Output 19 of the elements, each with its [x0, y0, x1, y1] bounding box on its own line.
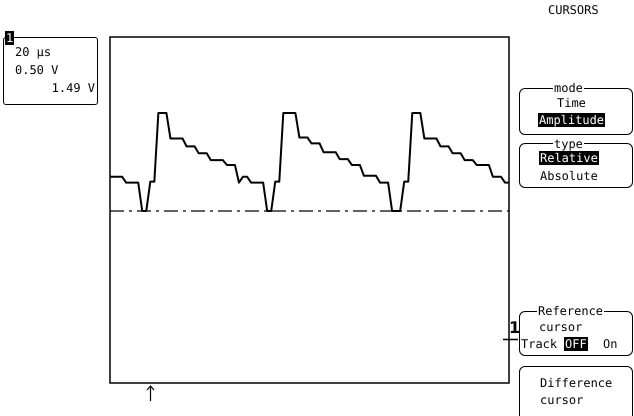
text: 20 µs — [15, 45, 52, 59]
text: Amplitude — [538, 113, 606, 127]
text: Time — [557, 96, 586, 110]
text: mode — [553, 81, 584, 95]
text: Difference — [540, 376, 612, 390]
text: Track — [521, 337, 558, 351]
text: 0.50 V — [15, 63, 58, 77]
text: OFF — [564, 337, 588, 351]
text: type — [553, 137, 584, 151]
text: Reference — [537, 304, 604, 318]
text: Absolute — [540, 169, 598, 183]
text: On — [603, 337, 618, 351]
text: Relative — [539, 151, 599, 165]
text: cursor — [539, 320, 582, 334]
text: 1 — [509, 318, 520, 337]
text: CURSORS — [548, 3, 599, 17]
text: 1.49 V — [52, 81, 95, 95]
text: cursor — [540, 393, 584, 407]
text: 1 — [5, 31, 14, 45]
